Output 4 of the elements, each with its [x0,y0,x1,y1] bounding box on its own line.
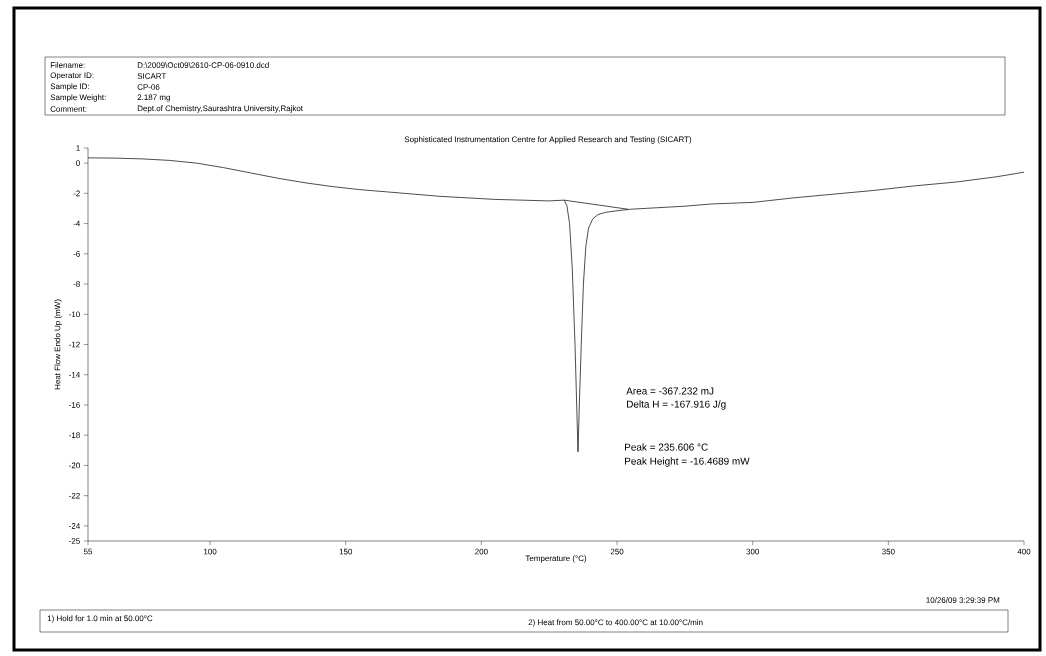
annotation: Delta H = -167.916 J/g [627,400,726,410]
annotation: Peak = 235.606 °C [625,443,708,451]
annotation: Area = -367.232 mJ [626,387,714,395]
annotation: Peak Height = -16.4689 mW [625,457,750,467]
